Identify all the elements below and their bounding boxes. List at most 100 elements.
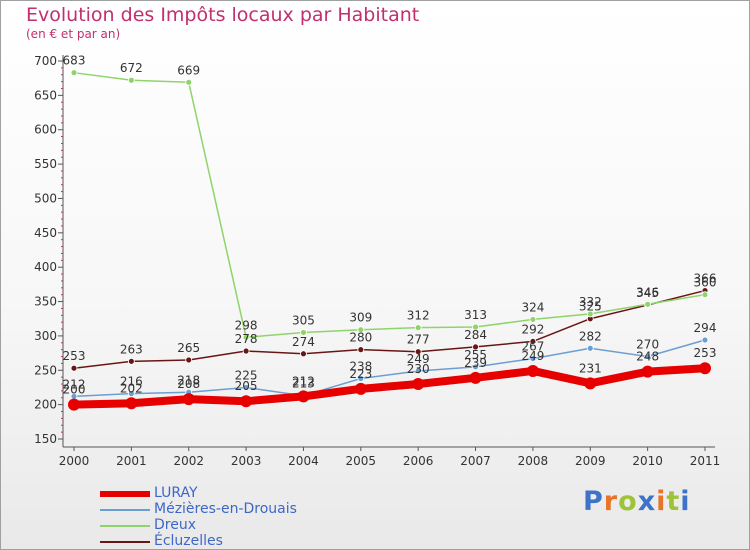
data-label-ecluzelles: 277: [407, 333, 430, 347]
data-label-ecluzelles: 345: [636, 286, 659, 300]
data-label-ecluzelles: 253: [63, 349, 86, 363]
data-label-dreux: 298: [235, 318, 258, 332]
data-point-luray: [526, 364, 539, 377]
data-point-mezieres-en-drouais: [586, 344, 594, 352]
data-label-ecluzelles: 263: [120, 342, 143, 356]
logo-letter: x: [637, 486, 657, 517]
data-label-dreux: 332: [579, 295, 602, 309]
data-point-ecluzelles: [357, 346, 365, 354]
data-label-ecluzelles: 292: [521, 322, 544, 336]
data-point-luray: [182, 393, 195, 406]
chart-title: Evolution des Impôts locaux par Habitant: [26, 4, 420, 26]
data-point-dreux: [127, 76, 135, 84]
data-label-dreux: 672: [120, 61, 143, 75]
data-label-ecluzelles: 280: [349, 331, 372, 345]
x-tick-label: 2001: [116, 454, 147, 468]
data-point-mezieres-en-drouais: [472, 363, 479, 371]
y-tick-label: 650: [34, 88, 57, 102]
data-label-luray: 200: [63, 383, 86, 397]
data-point-dreux: [644, 300, 652, 308]
series-line-luray: [73, 364, 706, 409]
data-label-mezieres-en-drouais: 255: [464, 348, 487, 362]
x-tick-label: 2008: [518, 454, 549, 468]
data-point-dreux: [414, 324, 422, 332]
data-point-ecluzelles: [127, 357, 135, 365]
y-tick-label: 200: [34, 398, 57, 412]
data-point-mezieres-en-drouais: [127, 390, 135, 398]
logo-letter: i: [656, 486, 667, 517]
logo-letter: o: [618, 486, 638, 517]
data-point-luray: [68, 398, 80, 411]
data-point-dreux: [586, 310, 594, 318]
data-label-dreux: 305: [292, 313, 315, 327]
data-label-luray: 205: [235, 379, 258, 393]
data-label-luray: 230: [407, 362, 430, 376]
data-label-luray: 239: [464, 356, 487, 370]
y-tick-label: 150: [34, 432, 57, 446]
data-point-dreux: [472, 323, 479, 331]
data-label-ecluzelles: 366: [694, 272, 717, 286]
y-tick-label: 700: [34, 54, 57, 68]
data-point-dreux: [529, 316, 537, 323]
data-point-mezieres-en-drouais: [357, 375, 365, 382]
data-label-mezieres-en-drouais: 225: [235, 368, 258, 382]
data-point-luray: [699, 362, 711, 375]
data-label-mezieres-en-drouais: 218: [177, 373, 200, 387]
data-point-luray: [354, 382, 367, 395]
y-tick-label: 550: [34, 157, 57, 171]
data-point-dreux: [701, 291, 709, 299]
x-tick-label: 2000: [59, 454, 90, 468]
data-label-dreux: 324: [521, 300, 544, 314]
data-point-dreux: [185, 78, 193, 86]
data-label-ecluzelles: 325: [579, 300, 602, 314]
data-point-ecluzelles: [414, 348, 422, 356]
data-label-mezieres-en-drouais: 212: [63, 377, 86, 391]
data-point-mezieres-en-drouais: [644, 353, 652, 360]
data-point-ecluzelles: [529, 338, 537, 345]
legend-label: LURAY: [154, 485, 198, 501]
series-line-ecluzelles: [73, 289, 706, 369]
data-point-dreux: [357, 326, 365, 334]
legend-label: Dreux: [154, 517, 196, 533]
legend-swatch: [100, 525, 150, 527]
data-point-dreux: [242, 333, 250, 341]
proxiti-logo: Proxiti: [583, 486, 691, 517]
y-tick-label: 350: [34, 295, 57, 309]
data-point-luray: [412, 378, 425, 391]
y-tick-label: 400: [34, 260, 57, 274]
x-tick-label: 2009: [575, 454, 606, 468]
x-tick-label: 2006: [403, 454, 434, 468]
data-label-mezieres-en-drouais: 282: [579, 329, 602, 343]
series-line-mezieres-en-drouais: [73, 339, 706, 398]
data-point-luray: [125, 397, 138, 410]
data-label-luray: 248: [636, 350, 659, 364]
data-label-ecluzelles: 284: [464, 328, 487, 342]
data-label-mezieres-en-drouais: 249: [407, 352, 430, 366]
legend-swatch: [100, 541, 150, 543]
data-point-luray: [641, 365, 654, 378]
data-point-luray: [584, 377, 597, 390]
data-label-luray: 202: [120, 381, 143, 395]
data-label-dreux: 669: [177, 63, 200, 77]
data-label-luray: 253: [694, 346, 717, 360]
data-label-mezieres-en-drouais: 213: [292, 377, 315, 391]
data-label-mezieres-en-drouais: 270: [636, 338, 659, 352]
data-point-luray: [297, 390, 310, 403]
data-point-luray: [240, 395, 253, 408]
x-tick-label: 2002: [173, 454, 204, 468]
data-point-mezieres-en-drouais: [701, 336, 709, 344]
x-tick-label: 2007: [460, 454, 491, 468]
data-label-luray: 231: [579, 361, 602, 375]
series-line-dreux: [73, 71, 706, 339]
data-label-dreux: 683: [63, 54, 86, 68]
data-point-ecluzelles: [300, 350, 307, 358]
legend-label: Écluzelles: [154, 533, 223, 549]
logo-letter: i: [680, 486, 691, 517]
data-label-dreux: 313: [464, 308, 487, 322]
data-point-dreux: [300, 329, 307, 336]
y-tick-label: 500: [34, 191, 57, 205]
legend-swatch: [100, 509, 150, 511]
data-point-ecluzelles: [472, 343, 479, 351]
